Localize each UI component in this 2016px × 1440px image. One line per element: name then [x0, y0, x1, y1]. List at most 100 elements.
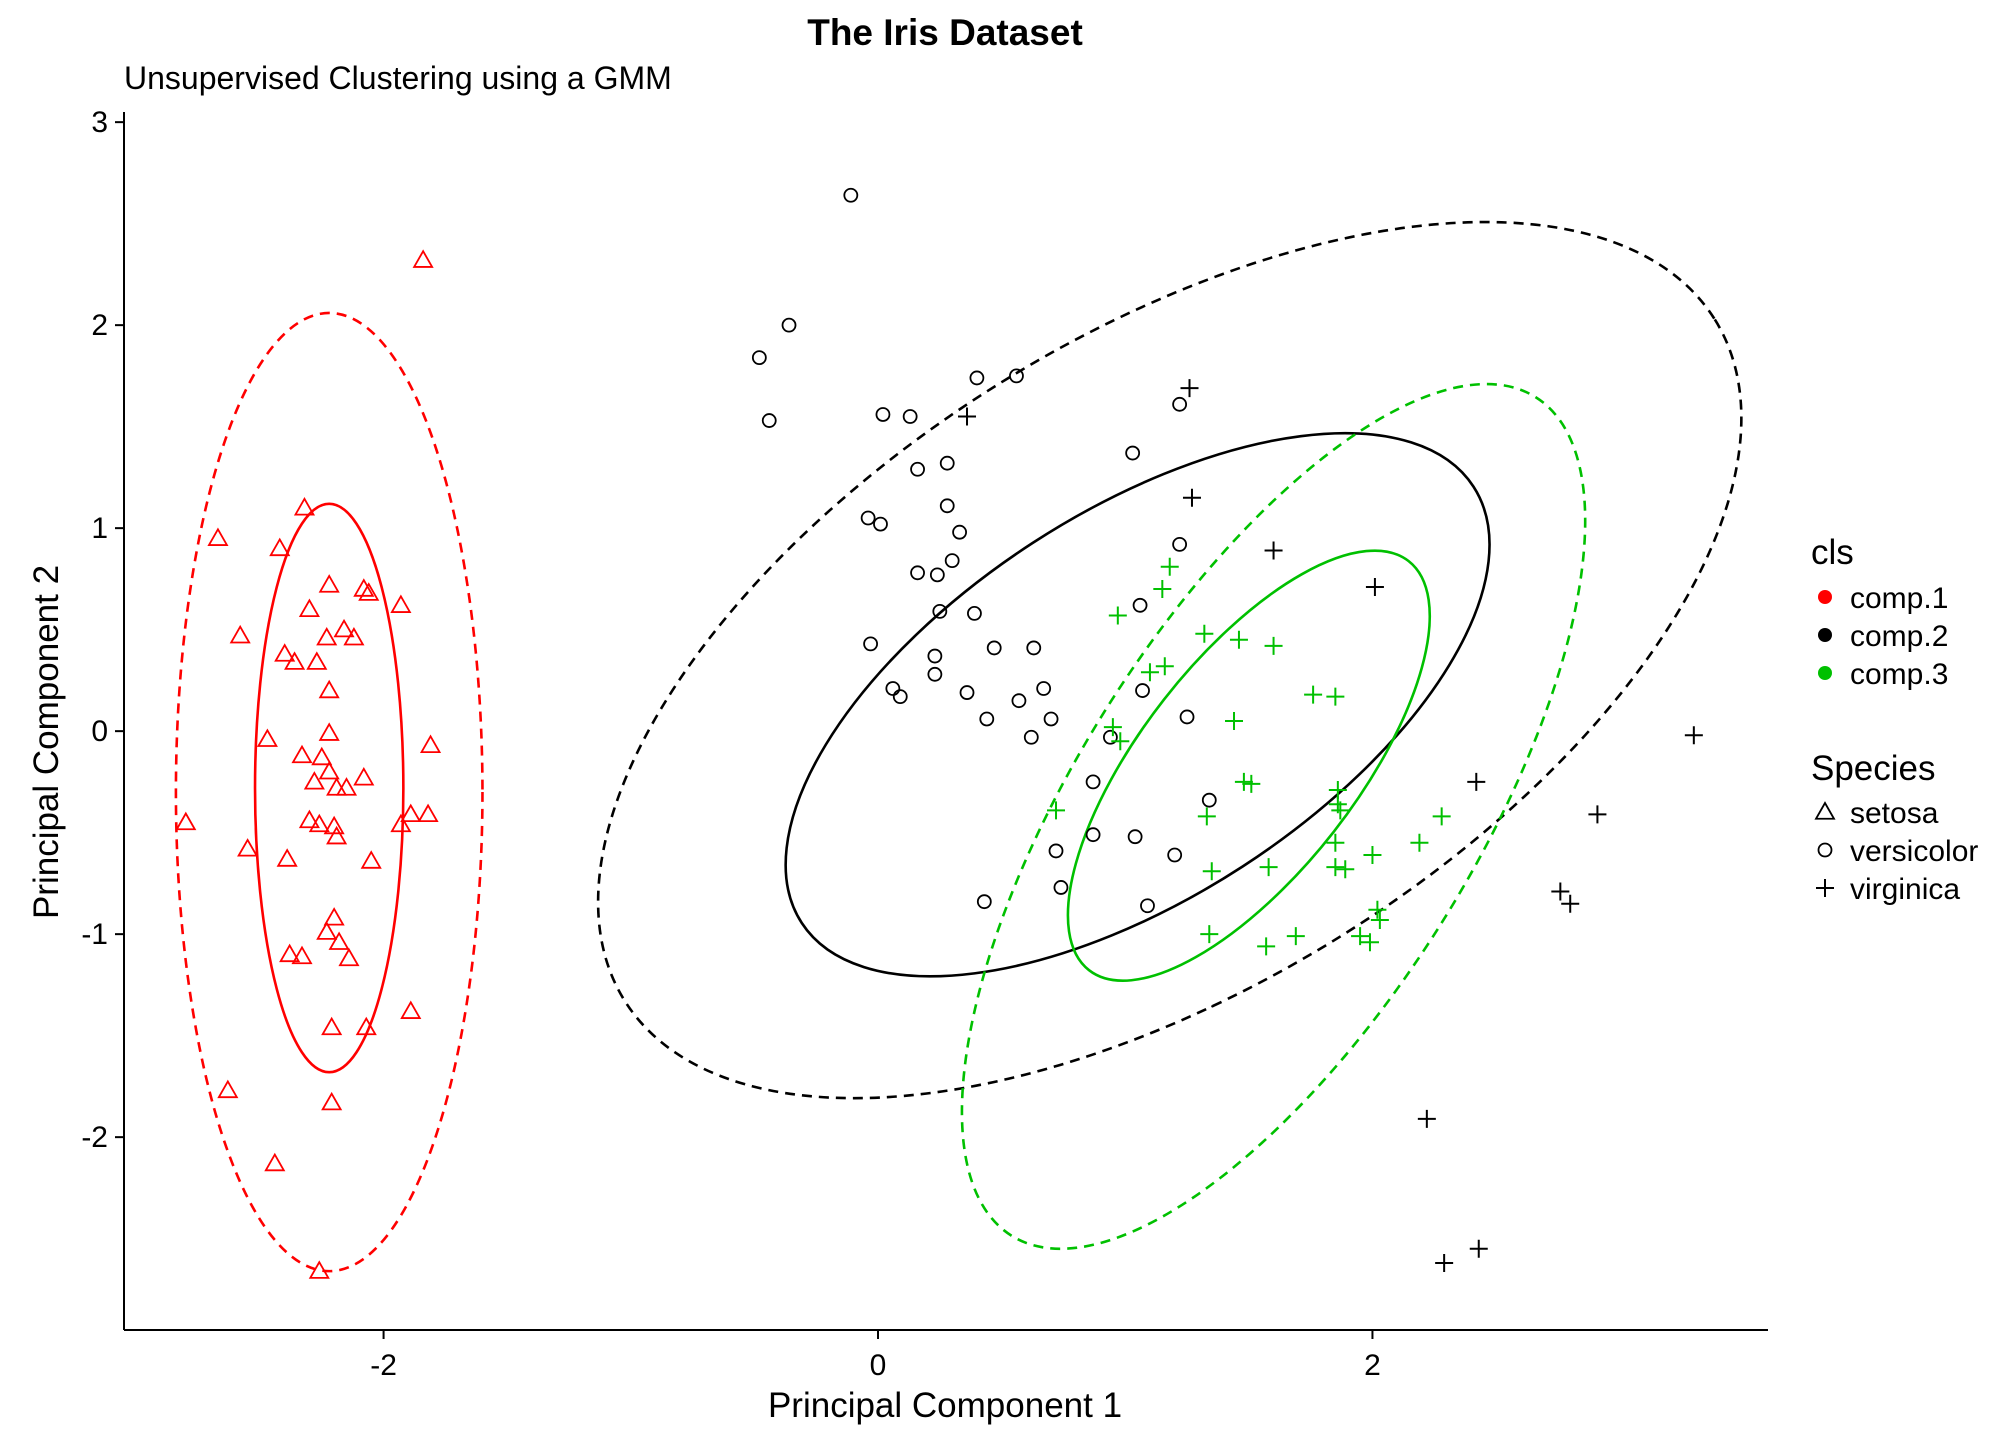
- virginica-point: [1417, 1109, 1436, 1128]
- versicolor-point: [1135, 683, 1150, 698]
- setosa-point: [308, 1260, 330, 1279]
- versicolor-point: [1103, 729, 1118, 745]
- y-tick-label: 0: [91, 715, 108, 748]
- legend-symbol-virginica: [1816, 879, 1834, 897]
- legend-label: comp.1: [1850, 582, 1948, 615]
- setosa-point: [353, 767, 375, 786]
- setosa-point: [229, 624, 251, 644]
- setosa-point: [316, 626, 338, 646]
- y-tick-label: -1: [81, 918, 108, 951]
- setosa-point: [417, 803, 439, 823]
- versicolor-point: [979, 711, 995, 727]
- setosa-point: [326, 777, 348, 796]
- versicolor-point: [986, 640, 1002, 656]
- versicolor-point: [1125, 445, 1141, 461]
- setosa-point: [316, 921, 338, 940]
- versicolor-point: [1043, 711, 1059, 727]
- versicolor-point: [932, 603, 948, 619]
- virginica-point: [1257, 937, 1276, 956]
- versicolor-point: [892, 689, 908, 705]
- chart-subtitle: Unsupervised Clustering using a GMM: [124, 60, 672, 96]
- virginica-point: [1351, 927, 1370, 946]
- virginica-point: [1370, 910, 1389, 929]
- setosa-point: [274, 643, 296, 662]
- versicolor-point: [902, 409, 918, 424]
- virginica-point: [1200, 925, 1219, 944]
- versicolor-point: [939, 498, 955, 514]
- setosa-point: [323, 907, 345, 926]
- legend-label: versicolor: [1850, 835, 1978, 868]
- versicolor-point: [1053, 880, 1069, 895]
- setosa-point: [291, 945, 313, 965]
- virginica-point: [1103, 718, 1122, 737]
- setosa-point: [256, 728, 278, 747]
- y-tick-label: 1: [91, 512, 108, 545]
- versicolor-point: [1179, 709, 1195, 725]
- versicolor-point: [1036, 681, 1052, 696]
- virginica-point: [1684, 726, 1703, 745]
- versicolor-point: [952, 524, 967, 540]
- ellipses-layer: [174, 220, 1743, 1273]
- virginica-point: [1410, 833, 1429, 852]
- virginica-point: [1432, 807, 1451, 826]
- setosa-point: [217, 1079, 239, 1099]
- versicolor-point: [927, 648, 943, 664]
- ellipse-comp3-solid: [1066, 549, 1432, 982]
- y-tick-label: 2: [91, 309, 108, 342]
- versicolor-point: [976, 894, 992, 910]
- versicolor-point: [1140, 898, 1155, 914]
- versicolor-point: [1172, 396, 1188, 412]
- y-tick-label: -2: [81, 1121, 108, 1154]
- setosa-point: [328, 931, 350, 950]
- setosa-point: [264, 1152, 286, 1172]
- legend-title-cls: cls: [1811, 533, 1854, 572]
- setosa-point: [303, 771, 325, 790]
- legend-label: comp.2: [1850, 620, 1948, 653]
- y-axis-title: Principal Component 2: [27, 565, 66, 919]
- virginica-point: [1326, 858, 1345, 877]
- virginica-point: [1197, 807, 1216, 826]
- y-ticks: -2 -1 0 1 2 3: [81, 106, 124, 1154]
- virginica-point: [1551, 882, 1570, 901]
- legend-swatch-comp1: [1818, 590, 1832, 604]
- setosa-point: [321, 1016, 343, 1036]
- versicolor-point: [969, 370, 985, 386]
- legend: cls comp.1 comp.2 comp.3 Species setosa ver…: [1811, 533, 1978, 906]
- versicolor-point: [927, 666, 943, 682]
- virginica-point: [1331, 801, 1350, 820]
- versicolor-point: [885, 681, 901, 696]
- virginica-point: [1435, 1254, 1454, 1273]
- virginica-point: [1336, 860, 1355, 879]
- ellipse-comp1-solid: [253, 502, 405, 1074]
- setosa-point: [390, 594, 412, 613]
- setosa-point: [390, 813, 412, 833]
- ellipse-comp2-dashed: [596, 220, 1743, 1100]
- x-tick-label: 0: [870, 1349, 887, 1382]
- setosa-point: [333, 618, 355, 638]
- ellipse-comp2-solid: [784, 431, 1491, 978]
- virginica-point: [1047, 801, 1066, 820]
- versicolor-point: [860, 510, 876, 526]
- legend-symbol-versicolor: [1817, 842, 1833, 858]
- x-axis-title: Principal Component 1: [768, 1386, 1122, 1425]
- setosa-point: [343, 626, 365, 646]
- legend-title-species: Species: [1811, 749, 1936, 788]
- virginica-point: [1180, 379, 1199, 398]
- setosa-point: [311, 746, 333, 766]
- setosa-point: [338, 947, 360, 967]
- setosa-point: [412, 249, 434, 268]
- versicolor-point: [939, 455, 955, 471]
- setosa-point: [291, 744, 313, 764]
- virginica-point: [1326, 833, 1345, 852]
- virginica-point: [1264, 541, 1283, 560]
- setosa-point: [360, 850, 382, 869]
- versicolor-point: [1132, 597, 1148, 613]
- virginica-point: [1363, 845, 1382, 864]
- legend-swatch-comp3: [1818, 666, 1832, 680]
- versicolor-point: [1009, 368, 1024, 384]
- versicolor-point: [910, 461, 925, 477]
- ellipse-comp1-dashed: [174, 311, 484, 1273]
- versicolor-point: [781, 317, 797, 333]
- legend-label: virginica: [1850, 873, 1960, 906]
